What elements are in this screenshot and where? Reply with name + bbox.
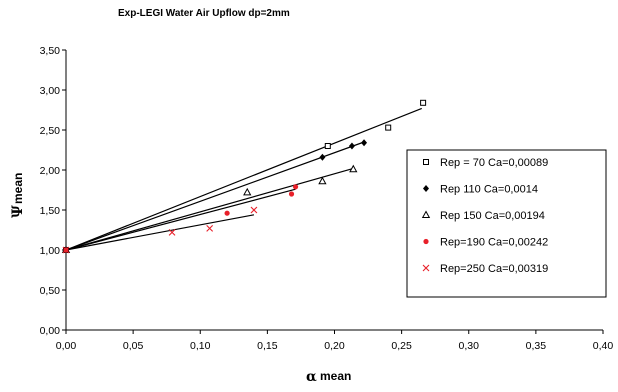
data-point bbox=[361, 139, 368, 147]
x-tick-label: 0,40 bbox=[593, 340, 614, 352]
y-tick-label: 2,50 bbox=[40, 125, 61, 137]
x-axis-title: α mean bbox=[306, 369, 351, 385]
data-point bbox=[250, 206, 258, 214]
data-point bbox=[324, 143, 331, 149]
legend-marker bbox=[423, 159, 429, 165]
legend-marker bbox=[423, 185, 429, 192]
legend-label: Rep=250 Ca=0,00319 bbox=[440, 263, 548, 275]
data-point bbox=[318, 176, 327, 185]
data-point bbox=[319, 153, 326, 161]
y-tick-label: 1,50 bbox=[40, 205, 61, 217]
x-tick-label: 0,35 bbox=[526, 340, 547, 352]
x-tick-label: 0,15 bbox=[257, 340, 278, 352]
fit-line bbox=[65, 167, 354, 251]
fit-lines bbox=[65, 107, 422, 251]
legend-box bbox=[406, 149, 607, 298]
legend-label: Rep = 70 Ca=0,00089 bbox=[440, 157, 548, 169]
y-tick-label: 2,00 bbox=[40, 165, 61, 177]
chart-title: Exp-LEGI Water Air Upflow dp=2mm bbox=[118, 8, 290, 19]
data-point bbox=[243, 187, 252, 196]
data-point bbox=[385, 124, 392, 131]
y-tick-label: 0,50 bbox=[40, 285, 61, 297]
fit-line bbox=[65, 188, 296, 251]
fit-line bbox=[65, 141, 365, 251]
data-point bbox=[420, 99, 427, 106]
data-points bbox=[61, 99, 427, 254]
data-point bbox=[349, 164, 358, 173]
data-point bbox=[62, 246, 70, 254]
fit-line bbox=[65, 214, 255, 251]
data-point bbox=[288, 191, 295, 197]
legend-marker bbox=[423, 238, 429, 245]
legend-label: Rep 110 Ca=0,0014 bbox=[440, 184, 538, 196]
y-axis-title: Ψ mean bbox=[10, 173, 26, 218]
x-tick-label: 0,30 bbox=[459, 340, 480, 352]
legend-label: Rep=190 Ca=0,00242 bbox=[440, 237, 548, 249]
legend-marker bbox=[422, 264, 430, 272]
legend-items: Rep = 70 Ca=0,00089 Rep 110 Ca=0,0014 Rep … bbox=[421, 157, 548, 275]
x-axis-symbol: α bbox=[306, 369, 317, 385]
data-point bbox=[206, 225, 214, 232]
y-axis-symbol: Ψ bbox=[10, 205, 26, 218]
data-point bbox=[224, 210, 230, 216]
x-tick-label: 0,05 bbox=[123, 340, 144, 352]
data-point bbox=[348, 142, 355, 150]
data-point bbox=[168, 229, 176, 236]
legend-label: Rep 150 Ca=0,00194 bbox=[440, 210, 545, 222]
y-ticks: 0,00 0,50 1,00 1,50 2,00 2,50 3,00 3,50 bbox=[40, 45, 66, 337]
x-ticks: 0,00 0,05 0,10 0,15 0,20 0,25 0,30 0,35 0,40 bbox=[56, 330, 614, 352]
x-tick-label: 0,00 bbox=[56, 340, 77, 352]
x-axis-label: mean bbox=[320, 369, 351, 383]
y-tick-label: 3,50 bbox=[40, 45, 61, 57]
data-point bbox=[292, 184, 299, 190]
y-tick-label: 0,00 bbox=[40, 325, 61, 337]
fit-line bbox=[65, 107, 422, 251]
legend: Rep = 70 Ca=0,00089 Rep 110 Ca=0,0014 Rep … bbox=[406, 149, 607, 298]
legend-marker bbox=[421, 210, 431, 218]
x-tick-label: 0,10 bbox=[190, 340, 211, 352]
y-tick-label: 1,00 bbox=[40, 245, 61, 257]
y-axis-label: mean bbox=[11, 173, 25, 204]
x-tick-label: 0,25 bbox=[391, 340, 412, 352]
plot-area: 0,000,501,001,502,002,503,003,50 0,00 0,0… bbox=[40, 45, 614, 352]
y-tick-label: 3,00 bbox=[40, 85, 61, 97]
x-tick-label: 0,20 bbox=[324, 340, 345, 352]
